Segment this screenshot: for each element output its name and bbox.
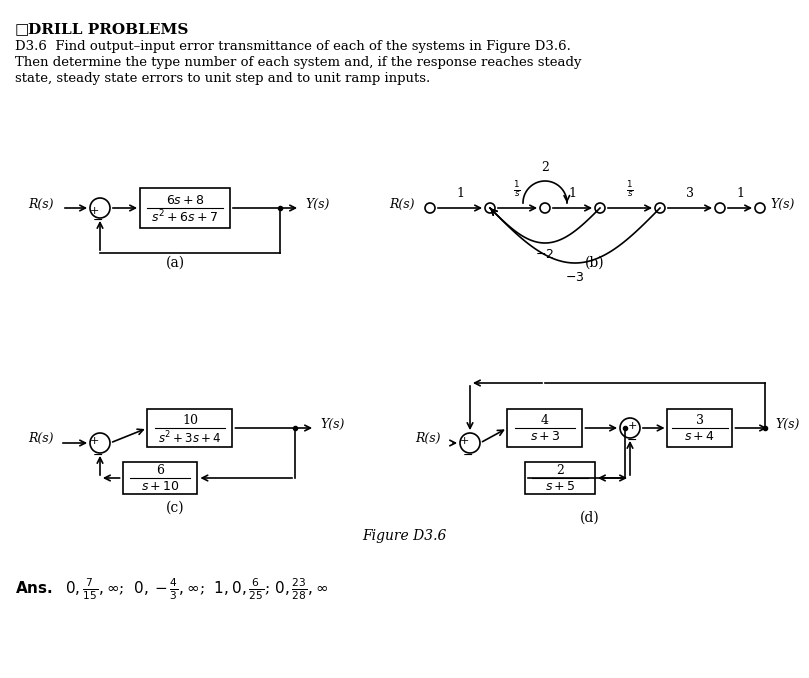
Text: $s^2 + 6s + 7$: $s^2 + 6s + 7$	[151, 209, 218, 225]
Text: Then determine the type number of each system and, if the response reaches stead: Then determine the type number of each s…	[15, 56, 582, 69]
Text: −: −	[93, 214, 104, 226]
FancyBboxPatch shape	[147, 409, 232, 447]
Text: R(s): R(s)	[415, 431, 440, 445]
Text: 4: 4	[541, 414, 549, 426]
Text: DRILL PROBLEMS: DRILL PROBLEMS	[28, 23, 188, 37]
Text: +: +	[89, 436, 99, 446]
FancyBboxPatch shape	[507, 409, 582, 447]
Text: +: +	[89, 206, 99, 216]
Text: +: +	[627, 421, 637, 431]
Text: $s + 4$: $s + 4$	[684, 431, 715, 443]
Text: $-3$: $-3$	[565, 271, 585, 284]
Text: (d): (d)	[580, 511, 600, 525]
Text: (c): (c)	[166, 501, 184, 515]
Text: Y(s): Y(s)	[305, 197, 329, 210]
Text: $\frac{1}{s}$: $\frac{1}{s}$	[626, 180, 633, 200]
Text: Figure D3.6: Figure D3.6	[362, 529, 447, 543]
Text: $s + 5$: $s + 5$	[544, 479, 575, 492]
Text: Y(s): Y(s)	[320, 418, 345, 431]
Text: 3: 3	[686, 187, 694, 200]
Text: 1: 1	[568, 187, 576, 200]
FancyBboxPatch shape	[667, 409, 732, 447]
Text: +: +	[460, 436, 468, 446]
Text: $\frac{1}{s}$: $\frac{1}{s}$	[513, 180, 521, 200]
FancyBboxPatch shape	[122, 462, 197, 494]
Text: 1: 1	[456, 187, 464, 200]
Text: R(s): R(s)	[28, 431, 53, 445]
Text: $s + 3$: $s + 3$	[530, 431, 561, 443]
Text: Y(s): Y(s)	[770, 197, 794, 210]
Text: −: −	[93, 449, 104, 462]
Text: D3.6  Find output–input error transmittance of each of the systems in Figure D3.: D3.6 Find output–input error transmittan…	[15, 40, 571, 53]
Text: state, steady state errors to unit step and to unit ramp inputs.: state, steady state errors to unit step …	[15, 72, 430, 85]
Text: −: −	[463, 449, 473, 462]
Text: 2: 2	[541, 161, 549, 174]
Text: (a): (a)	[165, 256, 184, 270]
Text: □: □	[15, 23, 29, 37]
FancyBboxPatch shape	[525, 462, 595, 494]
Text: $s^2 + 3s + 4$: $s^2 + 3s + 4$	[159, 430, 222, 446]
Text: $\mathbf{Ans.}$  $0, \frac{7}{15}, \infty$;  $0, -\frac{4}{3}, \infty$;  $1, 0, : $\mathbf{Ans.}$ $0, \frac{7}{15}, \infty…	[15, 576, 328, 601]
Text: Y(s): Y(s)	[775, 418, 799, 431]
Text: 10: 10	[182, 414, 198, 426]
Text: $s + 10$: $s + 10$	[141, 479, 180, 492]
Text: −: −	[627, 433, 637, 447]
Text: 2: 2	[556, 464, 564, 477]
Text: $6s + 8$: $6s + 8$	[166, 195, 205, 207]
Text: R(s): R(s)	[28, 197, 53, 210]
Text: 3: 3	[696, 414, 704, 426]
Text: $-2$: $-2$	[536, 248, 554, 261]
FancyBboxPatch shape	[140, 188, 230, 228]
Text: (b): (b)	[585, 256, 605, 270]
Text: 6: 6	[156, 464, 164, 477]
Text: 1: 1	[736, 187, 744, 200]
Text: R(s): R(s)	[389, 197, 415, 210]
